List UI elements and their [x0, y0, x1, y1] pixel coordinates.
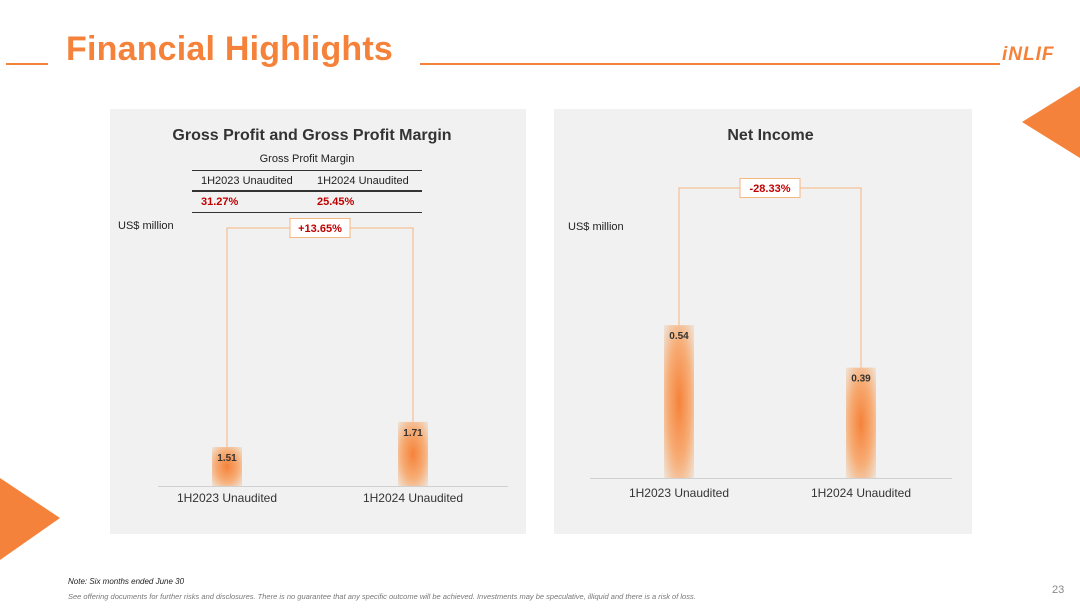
title-rule-left	[6, 63, 48, 65]
gross-profit-panel	[110, 109, 526, 534]
gross-profit-value-label-2: 1.71	[403, 428, 423, 439]
net-income-chart-title: Net Income	[727, 127, 814, 144]
decorative-triangle-right	[1022, 86, 1080, 158]
gross-profit-connector-right	[350, 227, 414, 422]
gross-profit-value-label-1: 1.51	[217, 453, 237, 464]
net-income-bar-1	[664, 325, 694, 478]
net-income-value-label-1: 0.54	[669, 331, 689, 342]
gross-margin-value-1h2023: 31.27%	[201, 196, 239, 208]
gross-profit-bar-chart: 1.51 1H2023 Unaudited 1.71 1H2024 Unaudited…	[158, 218, 508, 505]
disclaimer: See offering documents for further risks…	[68, 592, 696, 601]
net-income-connector-left	[678, 187, 740, 326]
gross-profit-connector-left	[226, 227, 290, 448]
decorative-triangle-left	[0, 478, 60, 560]
gross-profit-category-label-2: 1H2024 Unaudited	[363, 491, 463, 505]
net-income-change-box	[739, 178, 801, 198]
gross-profit-change-label: +13.65%	[298, 223, 342, 235]
gross-margin-table-rule-bottom	[192, 212, 422, 213]
gross-profit-unit-label: US$ million	[118, 220, 174, 232]
net-income-connector-right	[800, 187, 862, 368]
gross-margin-table-rule-mid	[192, 190, 422, 192]
title-rule-main	[420, 63, 1000, 65]
footnote: Note: Six months ended June 30	[68, 577, 185, 586]
net-income-unit-label: US$ million	[568, 221, 624, 233]
gross-profit-category-label-1: 1H2023 Unaudited	[177, 491, 277, 505]
gross-margin-col-1h2024: 1H2024 Unaudited	[317, 175, 409, 187]
gross-profit-bar-1	[212, 447, 242, 486]
net-income-category-label-2: 1H2024 Unaudited	[811, 486, 911, 500]
gross-profit-change-box	[289, 218, 351, 238]
gross-profit-bar-2	[398, 421, 428, 486]
page-number: 23	[1052, 584, 1065, 596]
net-income-change-label: -28.33%	[750, 183, 791, 195]
gross-margin-table-rule-top	[192, 170, 422, 171]
net-income-value-label-2: 0.39	[851, 374, 871, 385]
brand-logo: iNLIF	[1002, 44, 1055, 65]
net-income-category-label-1: 1H2023 Unaudited	[629, 486, 729, 500]
page-title: Financial Highlights	[66, 30, 394, 68]
gross-margin-table-title: Gross Profit Margin	[259, 153, 355, 165]
net-income-bar-2	[846, 367, 876, 478]
gross-margin-value-1h2024: 25.45%	[317, 196, 355, 208]
gross-profit-chart-title: Gross Profit and Gross Profit Margin	[172, 127, 452, 144]
net-income-bar-chart: 0.54 1H2023 Unaudited 0.39 1H2024 Unaudited…	[590, 178, 952, 500]
gross-margin-col-1h2023: 1H2023 Unaudited	[201, 175, 293, 187]
